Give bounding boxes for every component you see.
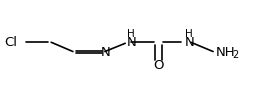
Text: N: N [185,36,195,49]
Text: Cl: Cl [4,36,17,49]
Text: N: N [127,36,137,49]
Text: N: N [101,46,111,59]
Text: 2: 2 [232,50,238,60]
Text: NH: NH [215,46,235,59]
Text: H: H [127,29,135,39]
Text: H: H [185,29,193,39]
Text: O: O [153,59,164,72]
